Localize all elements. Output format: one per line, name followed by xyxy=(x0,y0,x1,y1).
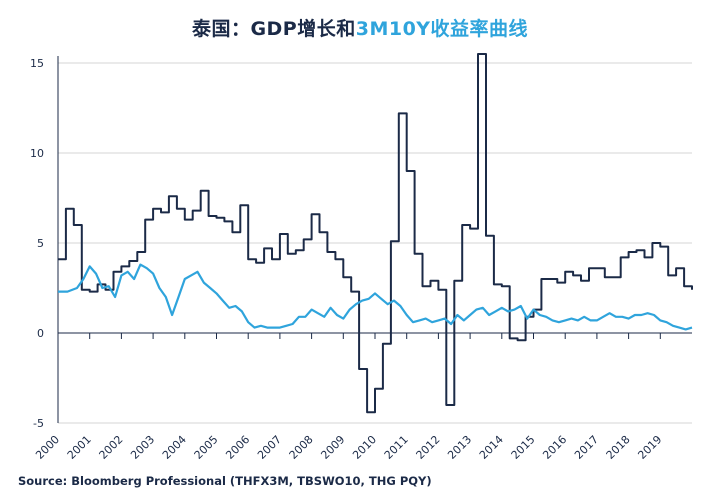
x-tick-label: 2003 xyxy=(128,433,157,462)
x-tick-label: 2015 xyxy=(509,433,538,462)
x-tick-label: 2001 xyxy=(65,433,94,462)
y-axis: 15 10 5 0 -5 xyxy=(30,56,59,430)
x-tick-label: 2017 xyxy=(572,433,601,462)
x-tick-label: 2018 xyxy=(604,433,633,462)
y-tick-label: 0 xyxy=(37,327,44,340)
x-tick-label: 2008 xyxy=(287,433,316,462)
series-lines xyxy=(58,53,693,414)
x-tick-label: 2006 xyxy=(223,433,252,462)
chart-title: 泰国：GDP增长和3M10Y收益率曲线 xyxy=(0,14,720,41)
grid-lines xyxy=(58,62,692,424)
x-tick-label: 2009 xyxy=(318,433,347,462)
x-tick-label: 2012 xyxy=(414,433,443,462)
x-tick-label: 2004 xyxy=(160,433,189,462)
y-tick-label: 15 xyxy=(30,57,44,70)
x-tick-label: 2007 xyxy=(255,433,284,462)
x-tick-label: 2000 xyxy=(33,433,62,462)
y-tick-label: -5 xyxy=(33,417,44,430)
x-tick-label: 2010 xyxy=(350,433,379,462)
x-axis: 2000 2001 2002 2003 2004 2005 2006 2007 2008 2009… xyxy=(33,332,692,462)
yield-curve-line xyxy=(58,263,693,331)
x-tick-label: 2002 xyxy=(97,433,126,462)
gdp-growth-line xyxy=(58,53,693,414)
x-tick-label: 2014 xyxy=(477,433,506,462)
y-tick-label: 10 xyxy=(30,147,44,160)
source-note: Source: Bloomberg Professional (THFX3M, … xyxy=(18,474,432,488)
chart-title-accent: 3M10Y收益率曲线 xyxy=(355,18,529,40)
x-tick-label: 2019 xyxy=(635,433,664,462)
x-tick-label: 2013 xyxy=(445,433,474,462)
x-tick-label: 2016 xyxy=(540,433,569,462)
y-tick-label: 5 xyxy=(37,237,44,250)
x-tick-label: 2011 xyxy=(382,433,411,462)
chart-title-main: 泰国：GDP增长和 xyxy=(191,18,356,40)
x-tick-label: 2005 xyxy=(192,433,221,462)
